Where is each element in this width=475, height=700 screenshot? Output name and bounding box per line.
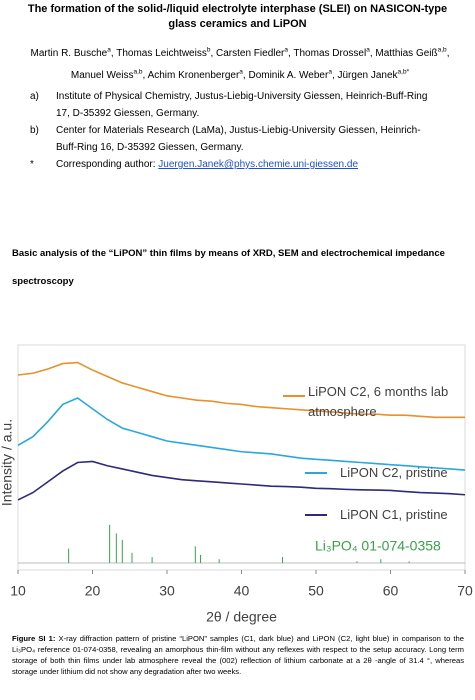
xrd-curve: [17, 460, 466, 501]
author: Thomas Drossela: [293, 47, 375, 60]
author: Martin R. Buschea: [30, 47, 117, 60]
y-axis-label: Intensity / a.u.: [0, 419, 15, 506]
affiliation: b) Center for Materials Research (LaMa), …: [30, 122, 430, 156]
x-axis-label: 2θ / degree: [206, 609, 277, 625]
author: Thomas Leichtweissb: [116, 47, 216, 60]
author-affiliation: a,b: [133, 68, 143, 76]
chart: 10 20 30 40 50 60 70 2θ / degree Intensity / a.u…: [0, 344, 473, 625]
author-affiliation: a,b: [437, 47, 447, 54]
author-name: Dominik A. Weber: [248, 69, 329, 81]
plot-frame: [17, 344, 466, 571]
x-tick-label: 70: [457, 583, 473, 599]
author-name: Manuel Weiss: [70, 69, 134, 81]
author-affiliation: a: [328, 68, 332, 76]
author: Jürgen Janeka,b*: [337, 68, 410, 81]
corresponding-line: Corresponding author: Juergen.Janek@phys…: [56, 156, 358, 173]
series-label: LiPON C2, pristine: [340, 465, 448, 480]
author: Matthias Geißa,b: [375, 47, 449, 60]
author-name: Thomas Leichtweiss: [116, 48, 207, 60]
corresponding: * Corresponding author: Juergen.Janek@phy…: [30, 156, 430, 173]
affiliation-text: Center for Materials Research (LaMa), Ju…: [56, 125, 421, 153]
author-name: Carsten Fiedler: [216, 48, 285, 60]
affiliation-text: Institute of Physical Chemistry, Justus-…: [56, 91, 428, 119]
series-label: LiPON C1, pristine: [340, 507, 448, 522]
author-affiliation: a: [107, 47, 111, 54]
x-tick-label: 60: [383, 583, 399, 599]
author: Achim Kronenbergera: [147, 68, 249, 81]
author-name: Achim Kronenberger: [147, 69, 240, 81]
affiliation-marker: b): [30, 125, 39, 136]
caption-text: X-ray diffraction pattern of pristine “L…: [12, 634, 464, 676]
author-affiliation: a: [284, 47, 288, 54]
affiliation: a) Institute of Physical Chemistry, Justu…: [30, 88, 430, 122]
affiliations: a) Institute of Physical Chemistry, Justu…: [30, 88, 430, 173]
author-name: Thomas Drossel: [293, 48, 367, 60]
author-affiliation: a,b*: [397, 68, 410, 76]
xrd-curve: [17, 361, 465, 419]
xrd-curve: [17, 397, 466, 471]
author-affiliation: b: [206, 47, 211, 54]
author-list: Martin R. BuscheaThomas LeichtweissbCars…: [20, 42, 460, 85]
corresponding-text: Corresponding author:: [56, 159, 156, 170]
caption-label: Figure SI 1:: [12, 634, 56, 643]
section-heading: Basic analysis of the “LiPON” thin films…: [12, 248, 445, 287]
affiliation-marker: a): [30, 91, 39, 102]
reference-label: Li₃PO₄ 01-074-0358: [315, 538, 441, 554]
series-label: LiPON C2, 6 months lab atmosphere: [308, 384, 449, 419]
author: Dominik A. Webera: [248, 68, 337, 81]
author-name: Jürgen Janek: [337, 69, 398, 81]
author-affiliation: a: [366, 47, 370, 54]
paper-title: The formation of the solid-/liquid elect…: [27, 3, 448, 30]
email-link[interactable]: Juergen.Janek@phys.chemie.uni-giessen.de: [158, 159, 359, 170]
x-tick-label: 10: [10, 583, 26, 599]
x-tick-label: 40: [234, 583, 250, 599]
x-tick-label: 30: [159, 583, 175, 599]
x-tick-label: 20: [85, 583, 101, 599]
author-name: Martin R. Busche: [30, 48, 108, 60]
author-name: Matthias Geiß: [375, 48, 438, 60]
author-affiliation: a: [239, 68, 243, 76]
figure-caption: Figure SI 1: X-ray diffraction pattern o…: [12, 633, 464, 677]
x-tick-label: 50: [308, 583, 324, 599]
author: Carsten Fiedlera: [216, 47, 293, 60]
author: Manuel Weissa,b: [70, 68, 148, 81]
corresponding-marker: *: [30, 159, 34, 170]
